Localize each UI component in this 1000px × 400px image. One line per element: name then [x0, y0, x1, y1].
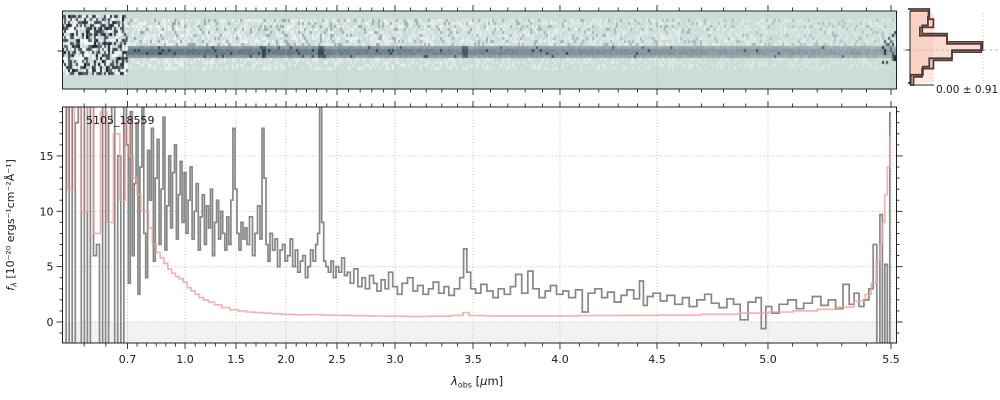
x-tick-label: 3.5: [464, 353, 482, 366]
y-axis-label-subscript: λ: [10, 282, 19, 288]
y-axis-label-symbol: f: [4, 285, 17, 291]
spectrum-2d-border: [62, 10, 897, 90]
x-tick-label: 4.5: [648, 353, 666, 366]
spectrum-1d-panel: [62, 322, 897, 343]
residual-histogram-panel: [903, 8, 999, 86]
flux-spectrum-line: [65, 107, 891, 343]
x-axis-label-unit-close: m]: [487, 374, 503, 388]
x-tick-label: 5.0: [759, 353, 777, 366]
x-tick-label: 0.7: [119, 353, 137, 366]
below-zero-shade: [62, 322, 897, 343]
x-axis-label-symbol: λ: [450, 374, 458, 388]
x-tick-label: 3.0: [386, 353, 404, 366]
x-axis-label-unit-open: [: [472, 374, 480, 388]
spectrum-1d-series: [65, 107, 891, 343]
object-id-label: 5105_18559: [86, 114, 155, 127]
y-axis-label: fλ [10⁻²⁰ ergs⁻¹cm⁻²Å⁻¹]: [4, 159, 19, 291]
spectrum-2d-panel: [57, 5, 897, 95]
y-tick-label: 10: [40, 205, 54, 218]
spectrum-2d-image: [62, 11, 896, 89]
spectrum-1d-axes: 0.7 1.0 1.5 2.0 2.5 3.0 3.5 4.0 4.5 5.0 5.5 0 5 10 15: [40, 101, 903, 366]
error-spectrum-line: [67, 107, 891, 318]
x-tick-label: 2.5: [328, 353, 346, 366]
x-tick-label: 5.5: [882, 353, 900, 366]
x-axis-label-mu: μ: [479, 374, 487, 388]
histogram-outline: [910, 10, 982, 86]
x-tick-label: 1.0: [176, 353, 194, 366]
x-axis-label-subscript: obs: [458, 381, 472, 390]
spectrum-1d-grid: [62, 107, 897, 343]
x-tick-label: 4.0: [551, 353, 569, 366]
y-tick-label: 0: [47, 316, 54, 329]
y-tick-label: 15: [40, 150, 54, 163]
spectrum-1d-border: [62, 106, 897, 344]
x-axis-label: λobs [μm]: [450, 374, 503, 390]
y-axis-label-unit: [10⁻²⁰ ergs⁻¹cm⁻²Å⁻¹]: [4, 159, 17, 282]
x-tick-label: 2.0: [277, 353, 295, 366]
histogram-stats-label: 0.00 ± 0.91: [936, 84, 998, 96]
y-tick-label: 5: [47, 261, 54, 274]
x-tick-label: 1.5: [227, 353, 245, 366]
